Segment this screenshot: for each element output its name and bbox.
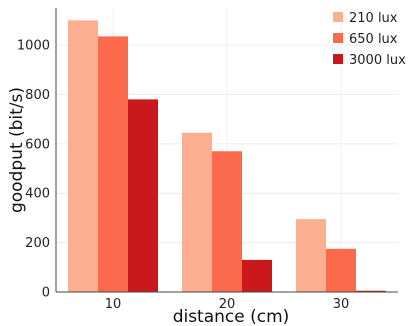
- bar: [296, 219, 326, 292]
- legend-label: 210 lux: [349, 11, 398, 26]
- x-tick-label: 30: [333, 297, 350, 312]
- legend-swatch: [333, 54, 343, 64]
- x-tick-label: 20: [219, 297, 236, 312]
- bar: [128, 99, 158, 292]
- y-tick-label: 800: [25, 88, 50, 103]
- bar: [182, 132, 212, 292]
- x-tick-labels: 10 20 30: [105, 297, 350, 312]
- bar: [326, 248, 356, 292]
- legend-label: 650 lux: [349, 32, 398, 47]
- bar: [68, 20, 98, 292]
- y-tick-label: 0: [42, 286, 50, 301]
- y-tick-label: 200: [25, 236, 50, 251]
- legend-swatch: [333, 12, 343, 22]
- bars: [68, 20, 386, 293]
- y-tick-label: 600: [25, 137, 50, 152]
- legend-label: 3000 lux: [349, 53, 406, 68]
- bar: [356, 290, 386, 292]
- x-axis-title: distance (cm): [173, 307, 290, 326]
- bar: [212, 151, 242, 292]
- y-axis-title: goodput (bit/s): [7, 87, 27, 213]
- legend: 210 lux 650 lux 3000 lux: [333, 11, 406, 68]
- bar: [98, 36, 128, 293]
- y-tick-label: 1000: [17, 39, 50, 54]
- legend-swatch: [333, 33, 343, 43]
- bar: [242, 259, 272, 292]
- axes: [55, 8, 398, 293]
- y-tick-labels: 0 200 400 600 800 1000: [17, 39, 50, 301]
- x-tick-label: 10: [105, 297, 122, 312]
- y-tick-label: 400: [25, 187, 50, 202]
